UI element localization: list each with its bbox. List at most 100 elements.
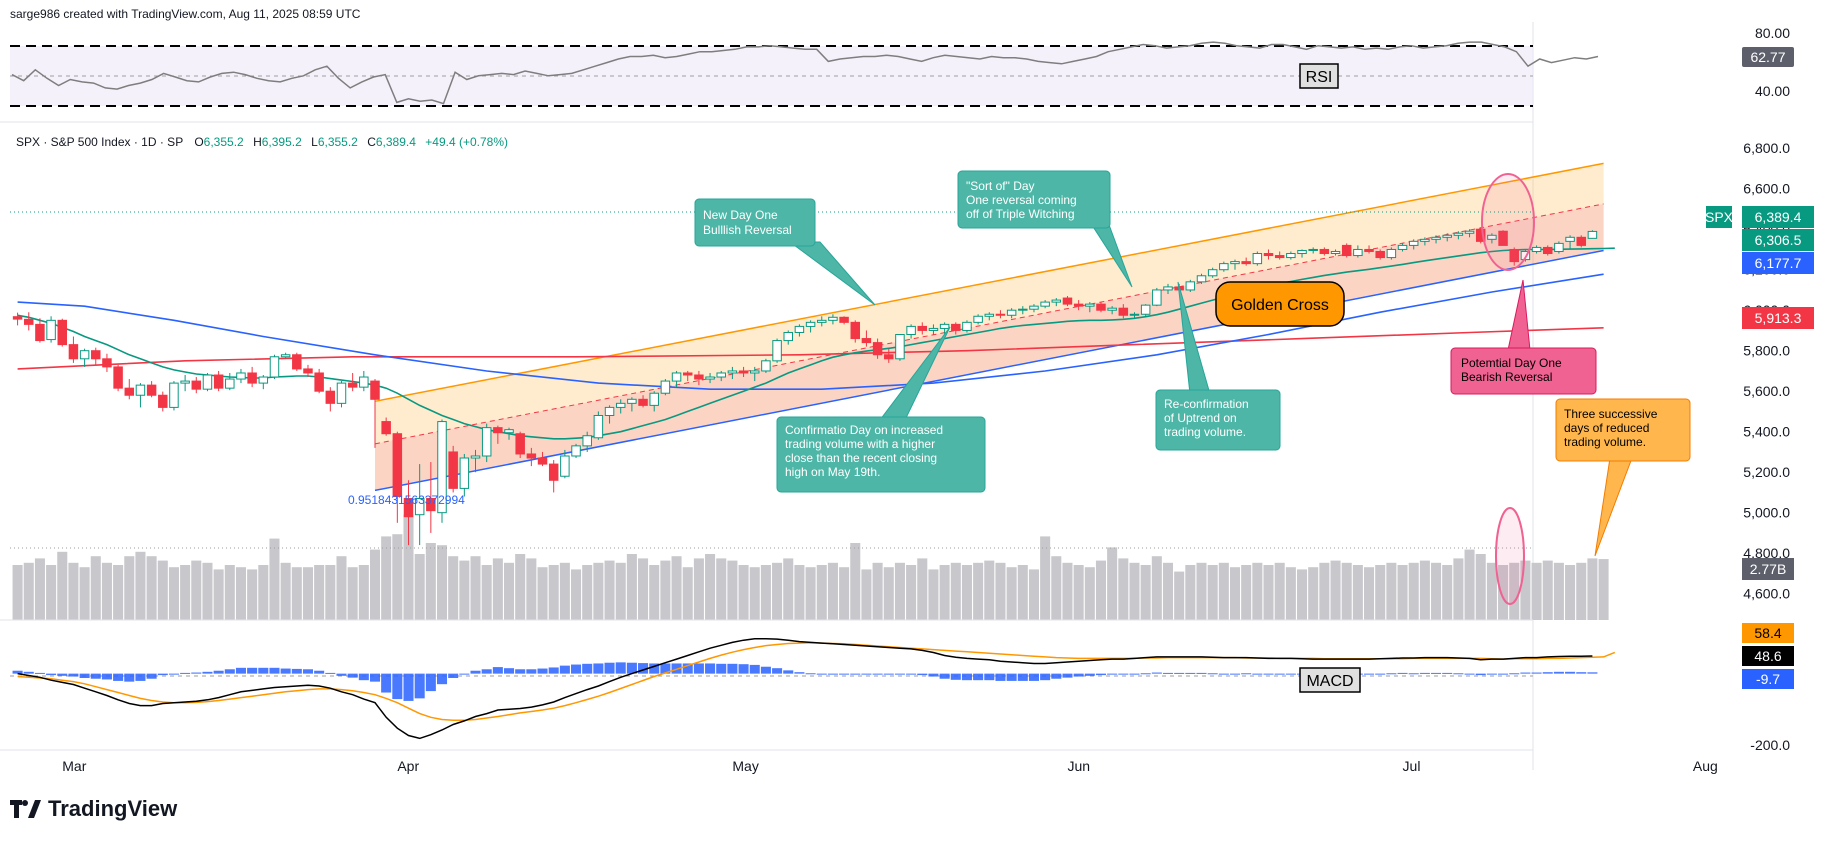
macd-hist-badge: -9.7 — [1756, 671, 1780, 687]
volume-bar — [1464, 549, 1475, 620]
candle-body — [995, 313, 1006, 316]
volume-bar — [827, 562, 838, 620]
note-new-day-one-line2: Bulllish Reversal — [703, 223, 792, 237]
candle-body — [426, 498, 436, 512]
note-new-day-one-line1: New Day One — [703, 208, 778, 222]
candle-body — [1207, 269, 1218, 277]
candle-body — [303, 368, 313, 374]
rsi-label: RSI — [1306, 69, 1333, 86]
candle-body — [135, 384, 146, 396]
ma-long-line — [17, 327, 1604, 370]
candle-body — [615, 402, 626, 408]
candle-body — [1129, 313, 1140, 316]
candle-body — [1431, 236, 1441, 240]
volume-bar — [492, 558, 503, 620]
candle-body — [158, 394, 168, 408]
note-reconfirm-line2: of Uptrend on — [1164, 411, 1237, 425]
volume-bar — [861, 569, 872, 620]
volume-bar — [23, 562, 34, 620]
tradingview-brand[interactable]: TradingView — [10, 796, 177, 822]
time-axis: Mar Apr May Jun Jul Aug — [62, 758, 1718, 774]
candle-body — [1498, 230, 1508, 246]
macd-hist-bar — [1565, 671, 1576, 674]
price-badges: SPX 6,389.4 6,306.5 6,177.7 5,913.3 2.77… — [1705, 206, 1814, 580]
macd-hist-bar — [1028, 673, 1039, 681]
macd-hist-bar — [1498, 673, 1509, 675]
volume-bar — [1408, 562, 1419, 620]
price-tick-10: 4,800.0 — [1743, 545, 1790, 561]
macd-hist-bar — [369, 673, 381, 682]
candle-body — [1286, 253, 1296, 259]
macd-hist-bar — [738, 664, 749, 674]
price-channel — [374, 162, 1604, 492]
volume-bar — [995, 562, 1006, 620]
note-new-day-one — [694, 198, 816, 247]
candle-body — [682, 372, 693, 376]
candle-body — [91, 350, 101, 360]
candle-body — [1230, 261, 1240, 265]
candle-body — [962, 321, 972, 331]
volume-bar — [526, 558, 537, 620]
macd-hist-bar — [224, 669, 235, 674]
volume-bar — [626, 554, 637, 620]
macd-hist-bar — [1453, 673, 1464, 675]
macd-hist-bar — [57, 673, 68, 676]
volume-bar — [839, 567, 850, 620]
tradingview-logo-icon — [10, 800, 41, 818]
volume-bar — [660, 560, 671, 620]
macd-hist-bar — [481, 669, 492, 674]
volume-bar — [1174, 571, 1185, 620]
volume-bar — [738, 565, 749, 620]
candle-body — [716, 372, 726, 378]
volume-bars — [12, 514, 1609, 620]
candle-body — [35, 323, 45, 342]
macd-hist-bar — [235, 667, 246, 674]
candle-body — [470, 455, 481, 459]
candle-body — [24, 318, 34, 325]
candle-body — [727, 370, 738, 374]
candle-body — [336, 382, 347, 404]
macd-value-badge: 48.6 — [1754, 648, 1781, 664]
month-label-mar: Mar — [62, 758, 86, 774]
volume-bar — [168, 567, 179, 620]
note-sort-of-day-line3: off of Triple Witching — [966, 207, 1075, 221]
ma-mid-badge: 6,177.7 — [1755, 255, 1802, 271]
macd-hist-bar — [191, 672, 202, 674]
volume-bar — [973, 562, 984, 620]
volume-bar — [258, 565, 269, 620]
price-tick-8: 5,200.0 — [1743, 464, 1790, 480]
volume-bar — [1185, 565, 1196, 620]
candle-body — [459, 457, 470, 489]
volume-bar — [57, 551, 68, 620]
macd-hist-bar — [492, 667, 503, 674]
candle-body — [1051, 299, 1062, 303]
svg-text:SPX · S&P 500 Index · 1D · SP: SPX · S&P 500 Index · 1D · SP O6,355.2 H… — [16, 135, 508, 149]
volume-bar — [12, 565, 23, 620]
candle-body — [1062, 297, 1073, 305]
macd-hist-bar — [1397, 672, 1408, 674]
macd-hist-bar — [515, 669, 526, 674]
volume-bar — [436, 545, 448, 620]
candle-body — [1297, 249, 1307, 255]
candle-body — [861, 338, 872, 344]
candle-body — [1163, 286, 1173, 291]
candle-body — [1397, 244, 1408, 250]
volume-bar — [79, 567, 90, 620]
volume-bar — [46, 565, 57, 620]
rsi-pane[interactable]: RSI 80.00 40.00 62.77 — [10, 25, 1794, 107]
volume-bar — [470, 556, 481, 620]
volume-bar — [1453, 558, 1464, 620]
candle-body — [783, 331, 793, 342]
candle-body — [280, 354, 291, 358]
macd-hist-bar — [302, 669, 314, 674]
candle-body — [1386, 248, 1397, 259]
macd-pane[interactable]: MACD -200.0 58.4 48.6 -9.7 — [10, 623, 1794, 753]
macd-hist-bar — [615, 662, 626, 674]
candle-body — [102, 358, 112, 368]
macd-hist-bar — [626, 662, 637, 674]
note-sort-of-day-line2: One reversal coming — [966, 193, 1077, 207]
macd-hist-bar — [168, 673, 179, 675]
candle-body — [359, 376, 369, 388]
candle-body — [414, 498, 425, 516]
volume-bar — [571, 569, 582, 620]
